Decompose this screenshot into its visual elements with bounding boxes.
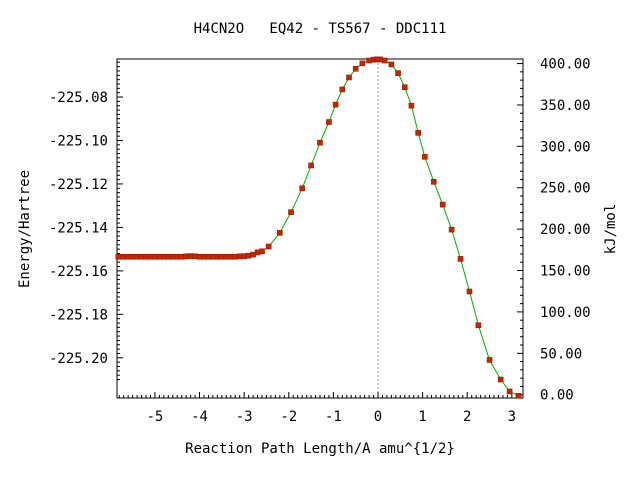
y2-tick-label: 250.00: [540, 181, 591, 197]
x-tick-label: -2: [280, 409, 297, 425]
data-point: [288, 209, 294, 216]
data-point: [475, 322, 482, 329]
data-point: [352, 65, 359, 72]
data-point: [448, 226, 455, 233]
data-point: [332, 101, 339, 108]
y-axis-label: Energy/Hartree: [17, 170, 33, 288]
data-point: [401, 84, 408, 91]
data-point: [381, 57, 388, 64]
data-point: [299, 185, 305, 192]
y2-tick-label: 350.00: [540, 98, 591, 114]
y2-tick-label: 0.00: [540, 388, 574, 404]
data-point: [408, 102, 415, 109]
plot-area: -5 -4 -3 -2 -1 0 1 2 3 -225.08 -225.10 -225.12 -225.…: [49, 57, 591, 425]
data-point: [388, 61, 395, 68]
data-point: [415, 130, 421, 136]
data-point: [346, 74, 352, 81]
x-tick-label: 0: [374, 409, 382, 425]
y2-tick-label: 150.00: [540, 264, 591, 280]
data-point: [430, 178, 437, 185]
plot-frame: [116, 58, 524, 399]
chart-title: H4CN2O EQ42 - TS567 - DDC111: [194, 21, 447, 37]
y-tick-label: -225.14: [49, 220, 108, 236]
y2-tick-label: 50.00: [540, 346, 582, 362]
x-tick-label: 2: [463, 409, 471, 425]
y2-tick-label: 100.00: [540, 305, 591, 321]
x-tick-label: -3: [236, 409, 253, 425]
y-tick-label: -225.20: [49, 351, 108, 367]
data-point: [326, 119, 332, 125]
y2-tick-label: 300.00: [540, 139, 591, 155]
energy-curve-line: [118, 58, 519, 397]
y2-axis-label: kJ/mol: [603, 204, 619, 255]
data-point: [457, 256, 464, 262]
data-point: [466, 288, 473, 295]
x-tick-label: -5: [146, 409, 163, 425]
y-tick-label: -225.16: [49, 264, 108, 280]
y2-tick-label: 200.00: [540, 222, 591, 238]
x-tick-label: -1: [325, 409, 342, 425]
data-point: [486, 357, 493, 363]
y-tick-label: -225.18: [49, 307, 108, 323]
y-tick-label: -225.12: [49, 177, 108, 193]
data-point: [317, 139, 323, 146]
x-axis-label: Reaction Path Length/A amu^{1/2}: [185, 441, 455, 457]
data-point: [308, 162, 314, 169]
data-point: [439, 201, 446, 208]
data-point: [277, 230, 283, 236]
data-point: [497, 376, 504, 383]
data-point: [515, 393, 522, 399]
y2-tick-label: 400.00: [540, 57, 591, 73]
data-point: [339, 86, 346, 93]
data-point: [115, 253, 122, 260]
x-tick-label: -4: [191, 409, 208, 425]
y-tick-label: -225.08: [49, 90, 108, 106]
data-point: [359, 60, 366, 67]
data-point: [395, 70, 401, 76]
x-tick-label: 3: [508, 409, 516, 425]
x-tick-label: 1: [418, 409, 426, 425]
data-point: [422, 153, 428, 160]
data-point: [259, 248, 265, 255]
data-point: [265, 243, 272, 250]
y-tick-label: -225.10: [49, 133, 108, 149]
data-point: [506, 388, 513, 395]
